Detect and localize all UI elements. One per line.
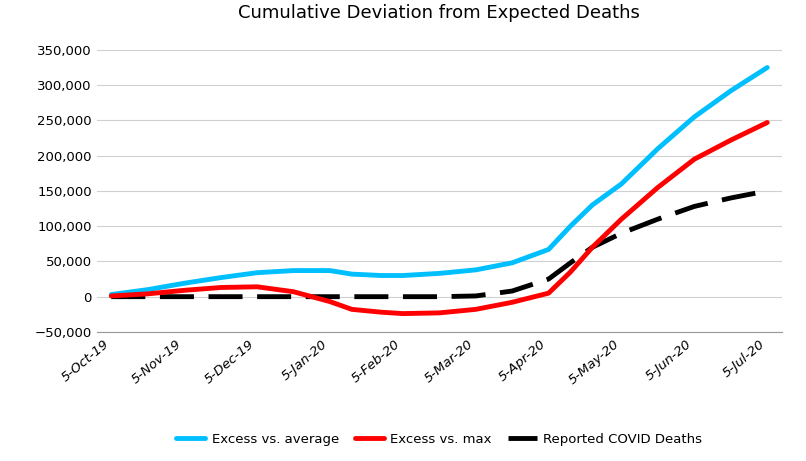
Reported COVID Deaths [347, 294, 356, 300]
Reported COVID Deaths [617, 230, 626, 236]
Excess vs. average [216, 275, 226, 280]
Reported COVID Deaths [325, 294, 334, 300]
Excess vs. average [398, 273, 408, 278]
Reported COVID Deaths [398, 294, 408, 300]
Excess vs. max [588, 244, 597, 250]
Title: Cumulative Deviation from Expected Deaths: Cumulative Deviation from Expected Death… [239, 5, 640, 23]
Excess vs. average [376, 273, 386, 278]
Excess vs. max [143, 291, 152, 296]
Excess vs. max [398, 311, 408, 316]
Excess vs. average [617, 181, 626, 187]
Excess vs. max [376, 309, 386, 315]
Reported COVID Deaths [216, 294, 226, 300]
Reported COVID Deaths [689, 204, 699, 209]
Excess vs. max [325, 299, 334, 304]
Line: Excess vs. average: Excess vs. average [111, 67, 767, 295]
Legend: Excess vs. average, Excess vs. max, Reported COVID Deaths: Excess vs. average, Excess vs. max, Repo… [171, 427, 708, 451]
Excess vs. max [726, 137, 736, 143]
Excess vs. max [106, 293, 116, 299]
Excess vs. average [566, 224, 575, 229]
Excess vs. max [216, 285, 226, 290]
Reported COVID Deaths [106, 294, 116, 300]
Reported COVID Deaths [143, 294, 152, 300]
Excess vs. average [106, 292, 116, 297]
Excess vs. average [143, 287, 152, 292]
Excess vs. max [347, 307, 356, 312]
Excess vs. average [544, 247, 554, 252]
Excess vs. average [252, 270, 262, 276]
Excess vs. average [726, 88, 736, 94]
Excess vs. average [289, 268, 298, 273]
Reported COVID Deaths [566, 260, 575, 266]
Excess vs. max [653, 184, 663, 190]
Reported COVID Deaths [252, 294, 262, 300]
Excess vs. max [617, 216, 626, 222]
Reported COVID Deaths [762, 188, 772, 194]
Excess vs. max [180, 288, 189, 293]
Reported COVID Deaths [588, 244, 597, 250]
Reported COVID Deaths [434, 294, 444, 300]
Excess vs. max [471, 307, 480, 312]
Excess vs. average [588, 202, 597, 208]
Reported COVID Deaths [507, 288, 517, 294]
Excess vs. average [507, 260, 517, 266]
Excess vs. average [347, 272, 356, 277]
Excess vs. max [566, 269, 575, 275]
Excess vs. max [762, 120, 772, 125]
Excess vs. max [289, 289, 298, 295]
Excess vs. average [653, 146, 663, 151]
Reported COVID Deaths [471, 293, 480, 299]
Excess vs. average [434, 271, 444, 276]
Reported COVID Deaths [289, 294, 298, 300]
Reported COVID Deaths [180, 294, 189, 300]
Excess vs. max [252, 284, 262, 290]
Excess vs. average [471, 267, 480, 272]
Line: Reported COVID Deaths: Reported COVID Deaths [111, 191, 767, 297]
Reported COVID Deaths [376, 294, 386, 300]
Excess vs. max [544, 290, 554, 296]
Excess vs. average [689, 114, 699, 120]
Excess vs. max [507, 300, 517, 305]
Reported COVID Deaths [544, 276, 554, 282]
Excess vs. average [762, 65, 772, 70]
Line: Excess vs. max: Excess vs. max [111, 123, 767, 313]
Reported COVID Deaths [726, 195, 736, 201]
Excess vs. average [325, 268, 334, 273]
Excess vs. max [434, 310, 444, 316]
Reported COVID Deaths [653, 216, 663, 222]
Excess vs. average [180, 280, 189, 286]
Excess vs. max [689, 156, 699, 162]
